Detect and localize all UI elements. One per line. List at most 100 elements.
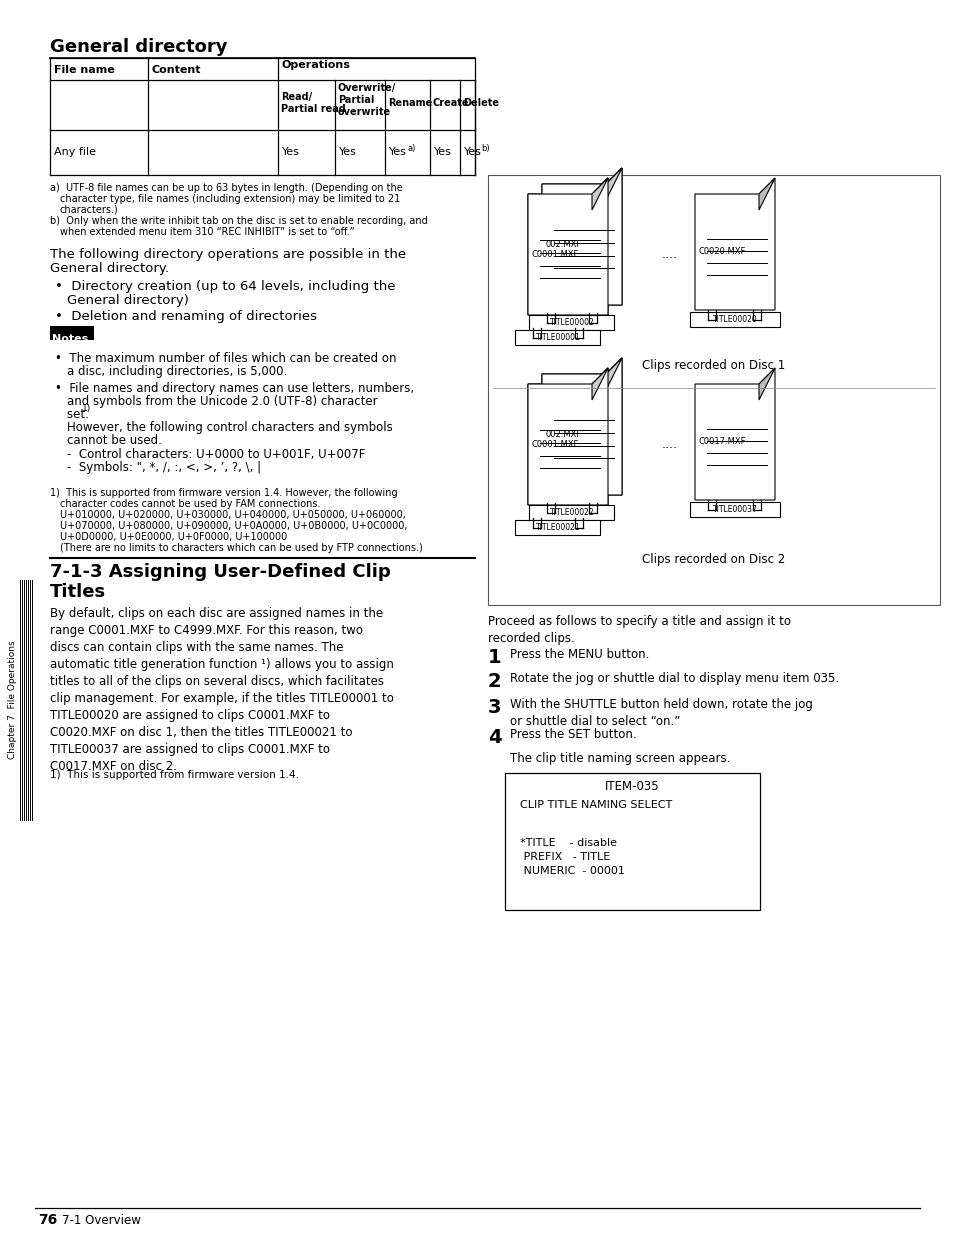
Text: TITLE00037: TITLE00037 xyxy=(712,505,757,514)
Polygon shape xyxy=(541,168,621,305)
Text: U+070000, U+080000, U+090000, U+0A0000, U+0B0000, U+0C0000,: U+070000, U+080000, U+090000, U+0A0000, … xyxy=(60,521,407,531)
Text: ITEM-035: ITEM-035 xyxy=(604,781,659,794)
Text: TITLE00022: TITLE00022 xyxy=(549,508,594,517)
Text: 1)  This is supported from firmware version 1.4. However, the following: 1) This is supported from firmware versi… xyxy=(50,488,397,498)
Bar xyxy=(689,501,780,517)
Text: Titles: Titles xyxy=(50,583,106,601)
Text: TITLE00002: TITLE00002 xyxy=(549,317,594,327)
Text: ....: .... xyxy=(661,438,678,452)
Text: a)  UTF-8 file names can be up to 63 bytes in length. (Depending on the: a) UTF-8 file names can be up to 63 byte… xyxy=(50,183,402,193)
Text: character type, file names (including extension) may be limited to 21: character type, file names (including ex… xyxy=(60,194,400,204)
Polygon shape xyxy=(527,368,607,505)
Bar xyxy=(504,773,760,910)
Text: NUMERIC  - 00001: NUMERIC - 00001 xyxy=(519,866,624,876)
Text: TITLE00001: TITLE00001 xyxy=(535,333,579,342)
Text: U+0D0000, U+0E0000, U+0F0000, U+100000: U+0D0000, U+0E0000, U+0F0000, U+100000 xyxy=(60,532,287,542)
Text: General directory.: General directory. xyxy=(50,262,169,275)
Text: CLIP TITLE NAMING SELECT: CLIP TITLE NAMING SELECT xyxy=(519,800,672,810)
Text: Delete: Delete xyxy=(462,98,498,107)
Text: Press the SET button.: Press the SET button. xyxy=(510,727,636,741)
Text: Content: Content xyxy=(152,65,201,75)
Text: -  Control characters: U+0000 to U+001F, U+007F: - Control characters: U+0000 to U+001F, … xyxy=(67,448,365,461)
Text: Read/
Partial read: Read/ Partial read xyxy=(281,91,345,114)
Text: 76: 76 xyxy=(38,1213,57,1228)
Text: 7-1 Overview: 7-1 Overview xyxy=(62,1214,141,1226)
Text: Operations: Operations xyxy=(282,61,351,70)
Text: Yes: Yes xyxy=(338,147,356,157)
Text: The following directory operations are possible in the: The following directory operations are p… xyxy=(50,248,406,261)
Text: 1)  This is supported from firmware version 1.4.: 1) This is supported from firmware versi… xyxy=(50,769,298,781)
Polygon shape xyxy=(592,368,607,400)
Text: C0001.MXF: C0001.MXF xyxy=(532,440,578,448)
Text: Create: Create xyxy=(433,98,469,107)
Text: Yes: Yes xyxy=(434,147,452,157)
Text: Chapter 7  File Operations: Chapter 7 File Operations xyxy=(9,641,17,760)
Text: •  File names and directory names can use letters, numbers,: • File names and directory names can use… xyxy=(55,382,414,395)
Polygon shape xyxy=(605,358,621,390)
Text: a): a) xyxy=(408,143,416,152)
Polygon shape xyxy=(592,178,607,210)
Polygon shape xyxy=(759,368,774,400)
Text: The clip title naming screen appears.: The clip title naming screen appears. xyxy=(510,752,730,764)
Text: •  Directory creation (up to 64 levels, including the: • Directory creation (up to 64 levels, i… xyxy=(55,280,395,293)
Text: set.: set. xyxy=(67,408,92,421)
Polygon shape xyxy=(605,168,621,200)
Text: *TITLE    - disable: *TITLE - disable xyxy=(519,839,617,848)
Text: File name: File name xyxy=(54,65,114,75)
Text: 2: 2 xyxy=(488,672,501,692)
Text: 002.MXF: 002.MXF xyxy=(545,240,581,248)
Text: 7-1-3 Assigning User-Defined Clip: 7-1-3 Assigning User-Defined Clip xyxy=(50,563,391,580)
Polygon shape xyxy=(695,178,774,310)
Polygon shape xyxy=(541,168,621,305)
Text: Yes: Yes xyxy=(389,147,406,157)
Bar xyxy=(689,312,780,327)
Polygon shape xyxy=(541,358,621,495)
Text: 1: 1 xyxy=(488,648,501,667)
Text: 3: 3 xyxy=(488,698,501,718)
Text: With the SHUTTLE button held down, rotate the jog
or shuttle dial to select “on.: With the SHUTTLE button held down, rotat… xyxy=(510,698,812,727)
Text: b)  Only when the write inhibit tab on the disc is set to enable recording, and: b) Only when the write inhibit tab on th… xyxy=(50,216,427,226)
Text: Any file: Any file xyxy=(54,147,96,157)
Text: C0017.MXF: C0017.MXF xyxy=(699,437,745,447)
Bar xyxy=(529,505,614,520)
Bar xyxy=(529,315,614,330)
Text: ....: .... xyxy=(661,248,678,262)
Text: Rotate the jog or shuttle dial to display menu item 035.: Rotate the jog or shuttle dial to displa… xyxy=(510,672,839,685)
Text: 002.MXF: 002.MXF xyxy=(545,430,581,438)
Polygon shape xyxy=(592,178,607,210)
Text: character codes cannot be used by FAM connections.: character codes cannot be used by FAM co… xyxy=(60,499,320,509)
Text: Rename: Rename xyxy=(388,98,432,107)
Polygon shape xyxy=(527,178,607,315)
Text: cannot be used.: cannot be used. xyxy=(67,433,162,447)
Text: Yes: Yes xyxy=(282,147,299,157)
Bar xyxy=(488,175,939,605)
Text: However, the following control characters and symbols: However, the following control character… xyxy=(67,421,393,433)
Text: Proceed as follows to specify a title and assign it to
recorded clips.: Proceed as follows to specify a title an… xyxy=(488,615,790,645)
Text: By default, clips on each disc are assigned names in the
range C0001.MXF to C499: By default, clips on each disc are assig… xyxy=(50,606,394,773)
Text: TITLE00021: TITLE00021 xyxy=(536,522,579,532)
Text: PREFIX   - TITLE: PREFIX - TITLE xyxy=(519,852,610,862)
Text: General directory: General directory xyxy=(50,38,227,56)
Polygon shape xyxy=(605,168,621,200)
Polygon shape xyxy=(695,368,774,500)
Text: and symbols from the Unicode 2.0 (UTF-8) character: and symbols from the Unicode 2.0 (UTF-8)… xyxy=(67,395,377,408)
Text: Clips recorded on Disc 2: Clips recorded on Disc 2 xyxy=(641,553,785,567)
Text: Overwrite/
Partial
overwrite: Overwrite/ Partial overwrite xyxy=(337,83,395,117)
Text: Notes: Notes xyxy=(52,333,89,345)
Text: U+010000, U+020000, U+030000, U+040000, U+050000, U+060000,: U+010000, U+020000, U+030000, U+040000, … xyxy=(60,510,405,520)
Text: a disc, including directories, is 5,000.: a disc, including directories, is 5,000. xyxy=(67,366,287,378)
Bar xyxy=(50,326,94,340)
Text: •  The maximum number of files which can be created on: • The maximum number of files which can … xyxy=(55,352,396,366)
Polygon shape xyxy=(527,368,607,505)
Polygon shape xyxy=(541,358,621,495)
Text: Clips recorded on Disc 1: Clips recorded on Disc 1 xyxy=(641,358,785,372)
Text: b): b) xyxy=(480,143,489,152)
Polygon shape xyxy=(592,368,607,400)
Text: 1): 1) xyxy=(82,404,91,412)
Text: General directory): General directory) xyxy=(67,294,189,308)
Bar xyxy=(515,330,599,345)
Text: Yes: Yes xyxy=(463,147,481,157)
Polygon shape xyxy=(605,358,621,390)
Text: Press the MENU button.: Press the MENU button. xyxy=(510,648,649,661)
Polygon shape xyxy=(527,178,607,315)
